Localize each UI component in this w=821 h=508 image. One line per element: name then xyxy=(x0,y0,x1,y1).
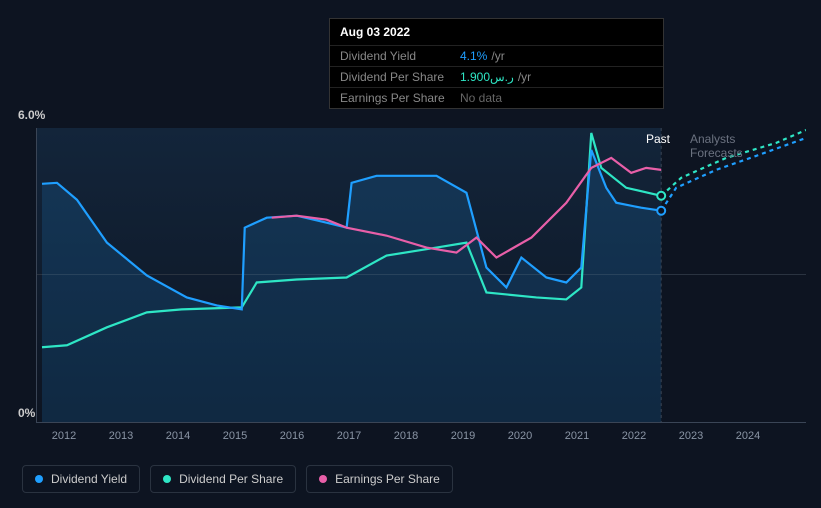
y-axis-max: 6.0% xyxy=(18,108,45,122)
x-tick: 2024 xyxy=(736,430,760,442)
chart-tooltip: Aug 03 2022 Dividend Yield 4.1% /yrDivid… xyxy=(329,18,664,109)
legend-label: Dividend Yield xyxy=(51,472,127,486)
tooltip-label: Dividend Yield xyxy=(340,49,460,63)
tooltip-row: Dividend Yield 4.1% /yr xyxy=(330,45,663,66)
legend-label: Dividend Per Share xyxy=(179,472,283,486)
tooltip-row: Earnings Per Share No data xyxy=(330,87,663,108)
tooltip-value: 4.1% xyxy=(460,49,487,63)
x-tick: 2015 xyxy=(223,430,247,442)
legend-dot xyxy=(163,475,171,483)
legend: Dividend Yield Dividend Per Share Earnin… xyxy=(22,465,453,493)
y-axis-min: 0% xyxy=(18,406,35,420)
x-tick: 2019 xyxy=(451,430,475,442)
tooltip-unit: /yr xyxy=(491,49,504,63)
x-tick: 2017 xyxy=(337,430,361,442)
legend-dot xyxy=(35,475,43,483)
tooltip-label: Earnings Per Share xyxy=(340,91,460,105)
tooltip-row: Dividend Per Share 1.900ر.س /yr xyxy=(330,66,663,87)
past-label: Past xyxy=(646,132,670,146)
tooltip-date: Aug 03 2022 xyxy=(330,19,663,45)
legend-label: Earnings Per Share xyxy=(335,472,440,486)
x-tick: 2020 xyxy=(508,430,532,442)
legend-item[interactable]: Dividend Yield xyxy=(22,465,140,493)
tooltip-value: 1.900ر.س xyxy=(460,70,514,84)
tooltip-unit: /yr xyxy=(518,70,531,84)
x-tick: 2018 xyxy=(394,430,418,442)
legend-dot xyxy=(319,475,327,483)
x-tick: 2016 xyxy=(280,430,304,442)
x-tick: 2023 xyxy=(679,430,703,442)
tooltip-label: Dividend Per Share xyxy=(340,70,460,84)
x-tick: 2021 xyxy=(565,430,589,442)
chart-container: 6.0% 0% Past Analysts Forecasts 20122013… xyxy=(18,100,806,425)
x-tick: 2012 xyxy=(52,430,76,442)
x-tick: 2013 xyxy=(109,430,133,442)
forecast-label: Analysts Forecasts xyxy=(690,132,743,160)
legend-item[interactable]: Earnings Per Share xyxy=(306,465,453,493)
legend-item[interactable]: Dividend Per Share xyxy=(150,465,296,493)
plot-area[interactable] xyxy=(36,128,806,423)
tooltip-value: No data xyxy=(460,91,502,105)
x-tick: 2014 xyxy=(166,430,190,442)
x-tick: 2022 xyxy=(622,430,646,442)
